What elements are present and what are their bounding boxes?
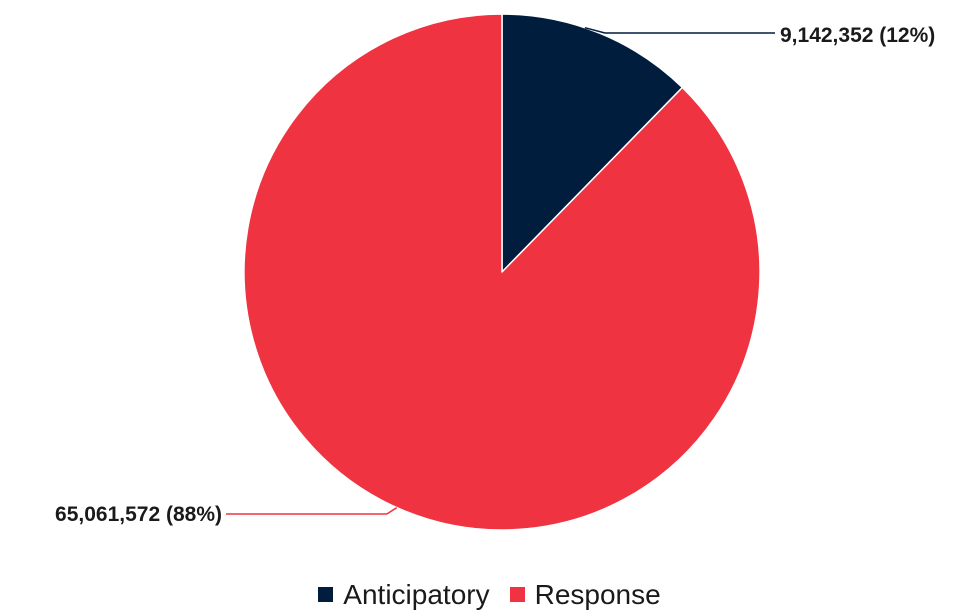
- leader-line-anticipatory: [584, 26, 775, 34]
- legend-item-response: Response: [509, 578, 661, 611]
- legend-label-anticipatory: Anticipatory: [343, 578, 490, 610]
- pie-slice-anticipatory: [501, 13, 684, 273]
- legend: Anticipatory Response: [0, 578, 979, 611]
- legend-label-response: Response: [534, 578, 661, 610]
- leader-line-response: [226, 506, 398, 515]
- data-label-response: 65,061,572 (88%): [55, 503, 222, 526]
- legend-swatch-response: [509, 587, 525, 602]
- legend-item-anticipatory: Anticipatory: [318, 578, 490, 611]
- legend-swatch-anticipatory: [318, 587, 334, 602]
- leader-lines: [226, 26, 775, 515]
- data-label-anticipatory: 9,142,352 (12%): [780, 24, 935, 47]
- pie-slice-response: [243, 13, 761, 531]
- pie-slices: [243, 13, 761, 531]
